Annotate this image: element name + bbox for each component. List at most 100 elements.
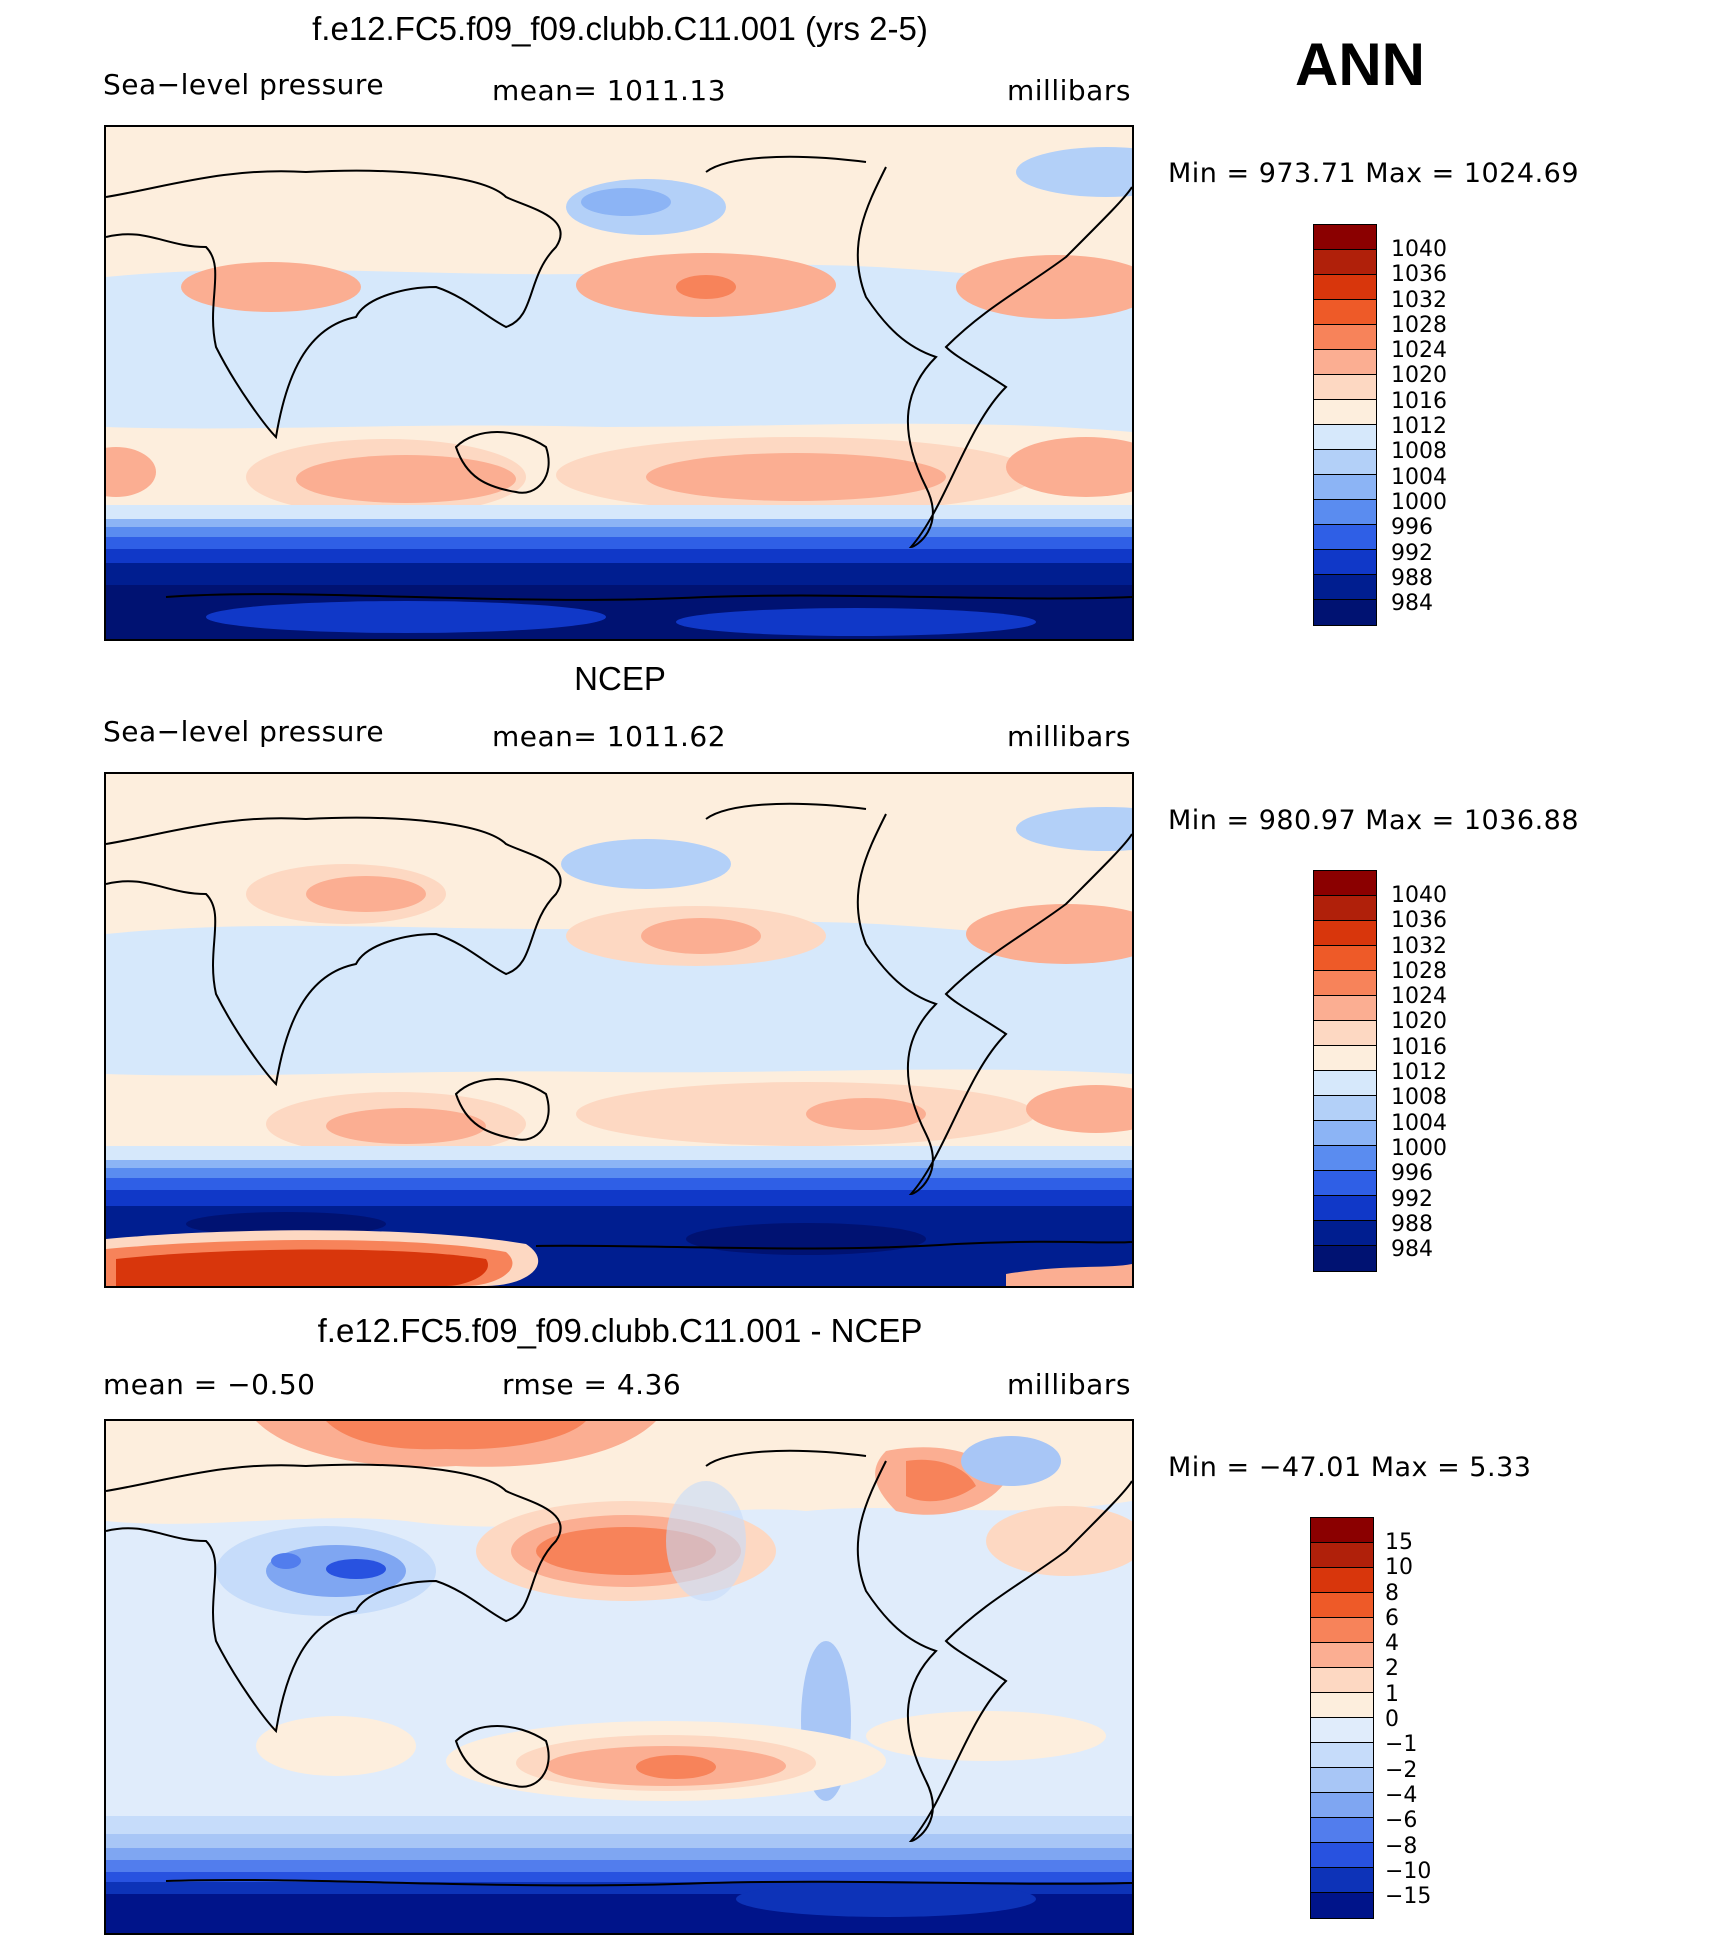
panel-2-colorbar	[1313, 870, 1377, 1272]
panel-3-units-label: millibars	[1007, 1368, 1131, 1401]
colorbar-swatch	[1311, 1893, 1373, 1918]
colorbar-tick-label: 992	[1391, 540, 1433, 566]
season-label: ANN	[1295, 31, 1425, 98]
colorbar-tick-label: 2	[1385, 1656, 1399, 1682]
panel-3-colorbar-labels: 15 10 8 6 4 2 1 0 −1 −2 −4 −6 −8 −10 −15	[1385, 1530, 1431, 1909]
panel-3-rmse-label: rmse = 4.36	[502, 1368, 682, 1401]
colorbar-tick-label: 1008	[1391, 439, 1447, 465]
panel-1-variable-label: Sea−level pressure	[103, 68, 385, 101]
colorbar-swatch	[1314, 375, 1376, 400]
panel-3-map	[104, 1419, 1134, 1935]
colorbar-swatch	[1314, 425, 1376, 450]
colorbar-swatch	[1311, 1643, 1373, 1668]
colorbar-tick-label: 1032	[1391, 287, 1447, 313]
colorbar-tick-label: −10	[1385, 1858, 1432, 1884]
colorbar-tick-label: 1	[1385, 1681, 1399, 1707]
colorbar-tick-label: 1020	[1391, 1009, 1447, 1035]
panel-3-minmax: Min = −47.01 Max = 5.33	[1168, 1452, 1532, 1483]
panel-3-map-graphic	[106, 1421, 1132, 1933]
panel-1-map	[104, 125, 1134, 641]
colorbar-tick-label: −8	[1385, 1833, 1418, 1859]
colorbar-swatch	[1314, 1171, 1376, 1196]
colorbar-swatch	[1314, 1246, 1376, 1271]
colorbar-swatch	[1311, 1793, 1373, 1818]
colorbar-tick-label: 1000	[1391, 1135, 1447, 1161]
colorbar-swatch	[1314, 1121, 1376, 1146]
colorbar-swatch	[1314, 225, 1376, 250]
colorbar-tick-label: 1012	[1391, 414, 1447, 440]
colorbar-tick-label: 1024	[1391, 984, 1447, 1010]
colorbar-tick-label: −4	[1385, 1782, 1418, 1808]
colorbar-tick-label: 10	[1385, 1555, 1413, 1581]
panel-3-mean-label: mean = −0.50	[103, 1368, 316, 1401]
colorbar-swatch	[1311, 1843, 1373, 1868]
colorbar-tick-label: 984	[1391, 591, 1433, 617]
colorbar-swatch	[1314, 525, 1376, 550]
colorbar-tick-label: 1020	[1391, 363, 1447, 389]
colorbar-swatch	[1311, 1618, 1373, 1643]
panel-1-mean-label: mean= 1011.13	[492, 74, 727, 107]
colorbar-tick-label: 1032	[1391, 933, 1447, 959]
colorbar-tick-label: 0	[1385, 1707, 1399, 1733]
colorbar-tick-label: 4	[1385, 1631, 1399, 1657]
colorbar-tick-label: −15	[1385, 1884, 1432, 1910]
colorbar-swatch	[1314, 921, 1376, 946]
panel-2-title: NCEP	[574, 660, 666, 697]
panel-1-map-graphic	[106, 127, 1132, 639]
panel-3-colorbar	[1310, 1517, 1374, 1919]
colorbar-swatch	[1311, 1868, 1373, 1893]
colorbar-tick-label: 996	[1391, 515, 1433, 541]
colorbar-tick-label: 1000	[1391, 489, 1447, 515]
colorbar-swatch	[1311, 1668, 1373, 1693]
colorbar-tick-label: 8	[1385, 1580, 1399, 1606]
panel-1-colorbar-labels: 1040 1036 1032 1028 1024 1020 1016 1012 …	[1391, 237, 1447, 616]
colorbar-swatch	[1314, 475, 1376, 500]
colorbar-swatch	[1314, 1196, 1376, 1221]
colorbar-swatch	[1311, 1518, 1373, 1543]
colorbar-swatch	[1314, 325, 1376, 350]
colorbar-tick-label: 988	[1391, 1211, 1433, 1237]
colorbar-swatch	[1311, 1568, 1373, 1593]
colorbar-tick-label: 1040	[1391, 237, 1447, 262]
colorbar-swatch	[1314, 500, 1376, 525]
colorbar-tick-label: 1004	[1391, 1110, 1447, 1136]
colorbar-tick-label: −6	[1385, 1808, 1418, 1834]
colorbar-swatch	[1314, 250, 1376, 275]
colorbar-tick-label: 1012	[1391, 1060, 1447, 1086]
panel-2-minmax: Min = 980.97 Max = 1036.88	[1168, 805, 1580, 836]
colorbar-tick-label: −2	[1385, 1757, 1418, 1783]
colorbar-swatch	[1311, 1768, 1373, 1793]
colorbar-swatch	[1314, 300, 1376, 325]
colorbar-tick-label: 984	[1391, 1237, 1433, 1263]
colorbar-tick-label: 1008	[1391, 1085, 1447, 1111]
colorbar-swatch	[1311, 1543, 1373, 1568]
colorbar-tick-label: 996	[1391, 1161, 1433, 1187]
colorbar-swatch	[1314, 1046, 1376, 1071]
panel-2-variable-label: Sea−level pressure	[103, 715, 385, 748]
colorbar-tick-label: 1028	[1391, 958, 1447, 984]
colorbar-swatch	[1311, 1593, 1373, 1618]
colorbar-swatch	[1311, 1693, 1373, 1718]
panel-1-title: f.e12.FC5.f09_f09.clubb.C11.001 (yrs 2-5…	[312, 10, 928, 47]
colorbar-swatch	[1314, 275, 1376, 300]
panel-2-colorbar-labels: 1040 1036 1032 1028 1024 1020 1016 1012 …	[1391, 883, 1447, 1262]
colorbar-tick-label: 1040	[1391, 883, 1447, 908]
colorbar-swatch	[1314, 1221, 1376, 1246]
colorbar-swatch	[1314, 871, 1376, 896]
colorbar-swatch	[1314, 400, 1376, 425]
colorbar-swatch	[1314, 946, 1376, 971]
colorbar-tick-label: 992	[1391, 1186, 1433, 1212]
colorbar-swatch	[1314, 971, 1376, 996]
panel-2-map	[104, 772, 1134, 1288]
colorbar-tick-label: 1004	[1391, 464, 1447, 490]
colorbar-swatch	[1311, 1718, 1373, 1743]
panel-2-mean-label: mean= 1011.62	[492, 720, 727, 753]
colorbar-swatch	[1314, 1071, 1376, 1096]
colorbar-tick-label: 1036	[1391, 908, 1447, 934]
colorbar-tick-label: 1016	[1391, 388, 1447, 414]
panel-2-units-label: millibars	[1007, 720, 1131, 753]
colorbar-swatch	[1314, 896, 1376, 921]
colorbar-swatch	[1314, 550, 1376, 575]
colorbar-tick-label: 15	[1385, 1530, 1413, 1555]
colorbar-swatch	[1314, 1146, 1376, 1171]
